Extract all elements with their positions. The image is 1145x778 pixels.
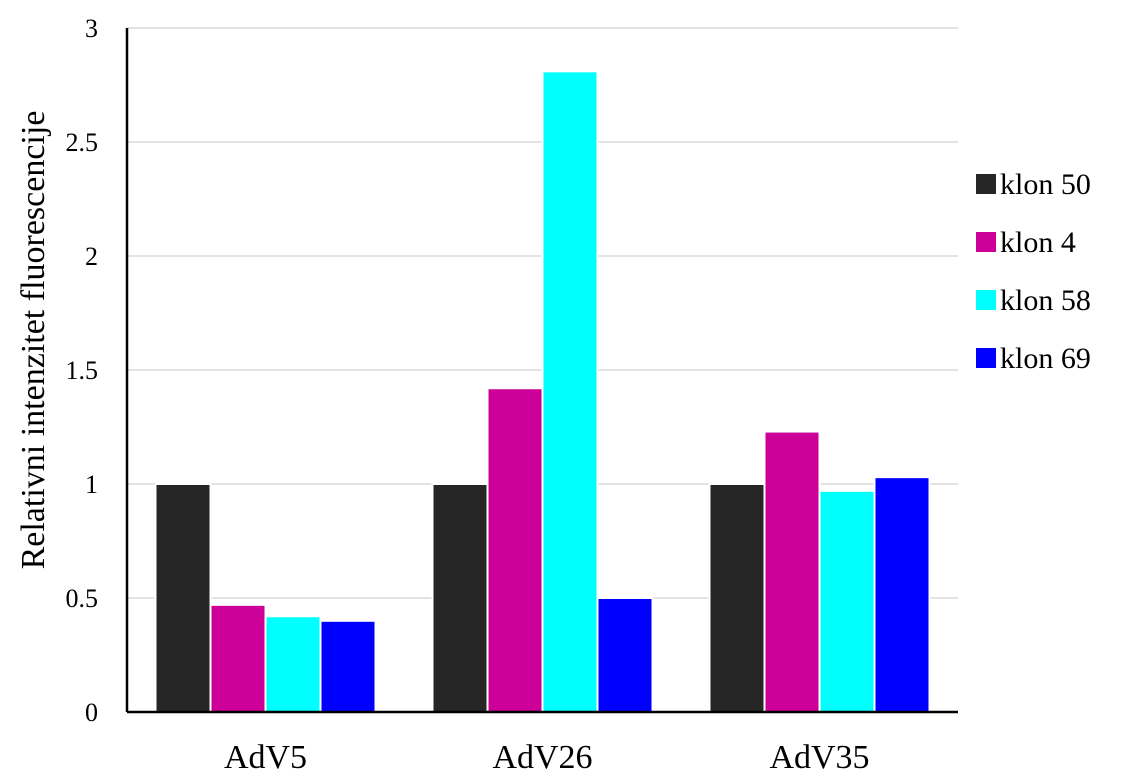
legend-swatch [976,232,996,252]
bar [209,603,267,714]
y-tick-label: 2 [85,242,98,271]
x-tick-labels: AdV5 AdV26 AdV35 [224,739,870,776]
y-tick-label: 1.5 [66,356,99,385]
y-tick-labels: 0 0.5 1 1.5 2 2.5 3 [66,14,99,727]
bar [431,483,489,713]
x-tick-label: AdV26 [492,739,592,776]
bar [541,70,599,713]
bars [154,70,931,714]
bar [873,476,931,713]
axes [125,28,958,714]
legend-label: klon 58 [1000,284,1091,317]
y-tick-label: 0.5 [66,584,99,613]
x-tick-label: AdV5 [224,739,307,776]
legend-label: klon 69 [1000,342,1091,375]
y-tick-label: 1 [85,470,98,499]
bar [486,387,544,713]
x-tick-label: AdV35 [769,739,869,776]
y-tick-label: 0 [85,698,98,727]
legend: klon 50 klon 4 klon 58 klon 69 [976,168,1091,375]
bar [763,430,821,713]
legend-swatch [976,348,996,368]
bar [264,615,322,713]
bar [319,619,377,713]
legend-swatch [976,174,996,194]
bar [708,483,766,713]
y-axis-label: Relativni intenzitet fluorescencije [15,111,52,570]
bar [154,483,212,713]
legend-label: klon 4 [1000,226,1076,259]
y-tick-label: 3 [85,14,98,43]
legend-swatch [976,290,996,310]
legend-label: klon 50 [1000,168,1091,201]
bar [818,489,876,713]
bar [596,597,654,713]
y-tick-label: 2.5 [66,128,99,157]
